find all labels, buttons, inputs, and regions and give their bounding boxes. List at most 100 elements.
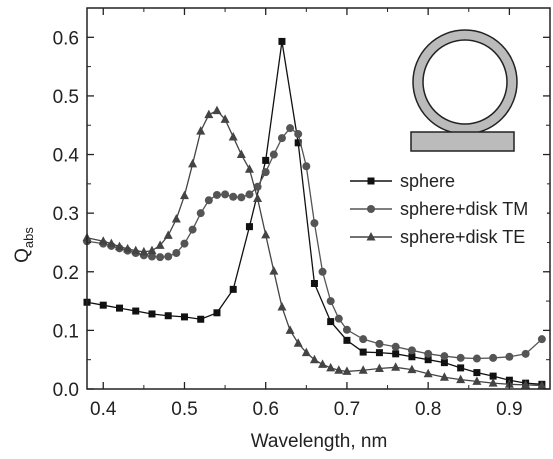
legend-label: sphere+disk TE [400, 227, 525, 247]
data-point [375, 349, 383, 357]
data-point [188, 225, 197, 234]
x-tick-label: 0.9 [496, 399, 522, 420]
data-point [489, 353, 498, 362]
data-point [407, 346, 416, 355]
data-point [309, 354, 319, 364]
data-point [164, 252, 173, 261]
data-point [326, 297, 335, 306]
data-point [293, 338, 303, 347]
svg-text:Qabs: Qabs [12, 227, 36, 263]
data-point [408, 353, 416, 361]
sphere-on-disk-inset [410, 29, 518, 152]
data-point [423, 368, 433, 378]
data-point [318, 267, 327, 276]
series-circle [83, 124, 546, 363]
data-point [359, 348, 367, 356]
data-point [163, 230, 173, 239]
data-point [244, 164, 254, 173]
data-point [98, 236, 108, 245]
data-point [245, 223, 253, 231]
data-point [172, 249, 181, 258]
y-tick-label: 0.3 [53, 204, 79, 225]
data-point [213, 309, 221, 317]
x-tick-label: 0.6 [252, 399, 278, 420]
data-point [343, 336, 351, 344]
data-point [197, 315, 205, 323]
x-axis-title: Wavelength, nm [251, 431, 388, 452]
data-point [221, 190, 230, 199]
data-point [472, 376, 482, 385]
data-point [358, 365, 368, 374]
x-tick-label: 0.7 [334, 399, 360, 420]
data-point [237, 193, 246, 202]
x-tick-label: 0.5 [171, 399, 197, 420]
legend-label: sphere+disk TM [400, 199, 528, 219]
data-point [302, 162, 311, 171]
data-point [505, 352, 514, 361]
data-point [204, 196, 213, 205]
data-point [439, 372, 449, 381]
data-point [424, 349, 433, 358]
data-point [132, 307, 140, 315]
data-point [472, 354, 481, 363]
data-point [180, 313, 188, 321]
inset-sphere-core [422, 39, 508, 125]
y-axis-title-sub: abs [21, 227, 36, 248]
data-point [407, 364, 417, 374]
data-point [424, 356, 432, 364]
data-point [99, 301, 107, 309]
data-point [261, 229, 271, 239]
data-point [301, 347, 311, 357]
y-axis-title-main: Q [12, 248, 33, 263]
data-point [262, 156, 270, 164]
data-point [521, 349, 530, 358]
legend-marker [367, 177, 375, 185]
data-point [106, 238, 116, 248]
data-point [156, 253, 165, 262]
data-point [196, 126, 206, 135]
data-point [269, 150, 278, 159]
data-point [253, 182, 262, 191]
data-point [440, 359, 448, 367]
data-point [123, 243, 133, 253]
data-point [375, 339, 384, 348]
data-point [294, 139, 302, 147]
data-point [147, 245, 157, 255]
data-point [359, 335, 368, 344]
data-point [147, 252, 156, 261]
y-tick-label: 0.5 [53, 87, 79, 108]
data-point [310, 279, 318, 287]
data-point [269, 266, 279, 275]
data-point [204, 109, 214, 119]
data-point [286, 124, 295, 133]
data-point [537, 335, 546, 344]
data-point [115, 304, 123, 312]
series-layer [82, 37, 547, 389]
data-point [318, 359, 328, 368]
data-point [155, 240, 165, 249]
data-point [334, 365, 344, 374]
data-point [310, 219, 319, 228]
data-point [342, 366, 352, 375]
data-point [236, 149, 246, 159]
data-point [228, 131, 238, 141]
data-point [164, 312, 172, 320]
data-point [457, 364, 465, 372]
data-point [521, 379, 531, 389]
inset-disk [410, 131, 515, 152]
data-point [277, 134, 286, 143]
data-point [229, 192, 238, 201]
y-tick-label: 0.1 [53, 321, 79, 342]
data-point [188, 158, 198, 168]
y-tick-label: 0.2 [53, 263, 79, 284]
data-point [327, 318, 335, 326]
axes-layer: 0.4 0.5 0.6 0.7 0.8 0.9 0.0 0.1 0.2 0.3 0.4 0.5 0.6 [53, 7, 551, 420]
data-point [391, 342, 400, 351]
plot-frame [86, 7, 551, 390]
data-point [180, 239, 189, 248]
data-point [488, 378, 498, 387]
data-point [245, 190, 254, 199]
data-point [489, 372, 497, 380]
data-point [285, 325, 295, 334]
